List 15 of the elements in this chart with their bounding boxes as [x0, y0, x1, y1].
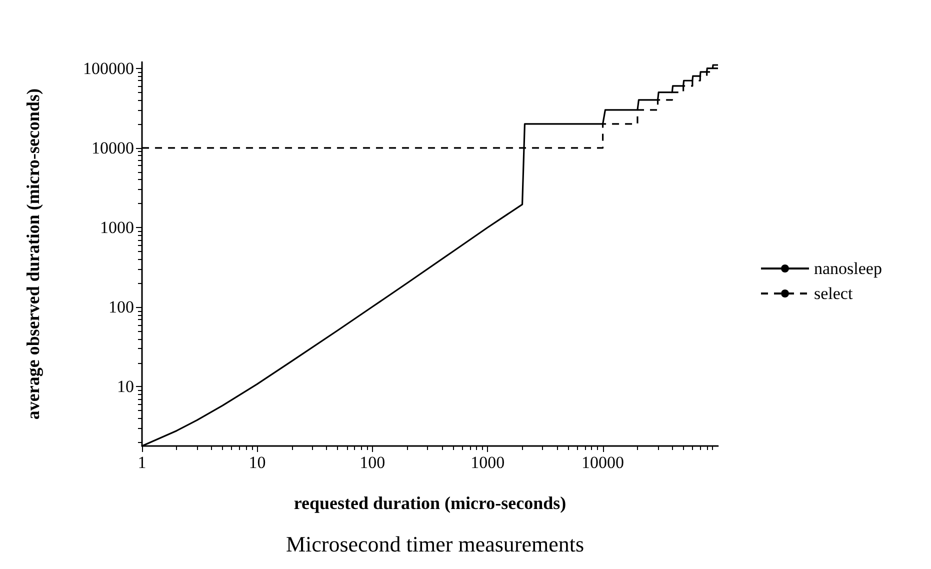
y-tick-label: 1000: [100, 218, 134, 238]
x-axis-title: requested duration (micro-seconds): [294, 493, 566, 513]
legend-label: nanosleep: [814, 259, 882, 278]
legend-label: select: [814, 284, 853, 303]
x-tick-label: 10: [248, 453, 266, 472]
y-tick-label: 100000: [83, 58, 134, 78]
x-tick-label: 1000: [470, 453, 505, 472]
y-tick-label: 10: [117, 377, 134, 396]
x-tick-label: 1: [138, 453, 146, 472]
text: Microsecond timer measurements: [286, 532, 584, 556]
y-tick-label: 10000: [92, 138, 134, 158]
y-tick-label: 100: [108, 298, 134, 317]
x-tick-label: 10000: [582, 453, 624, 472]
y-axis-title: average observed duration (micro-seconds): [23, 88, 43, 420]
x-tick-label: 100: [360, 453, 386, 472]
